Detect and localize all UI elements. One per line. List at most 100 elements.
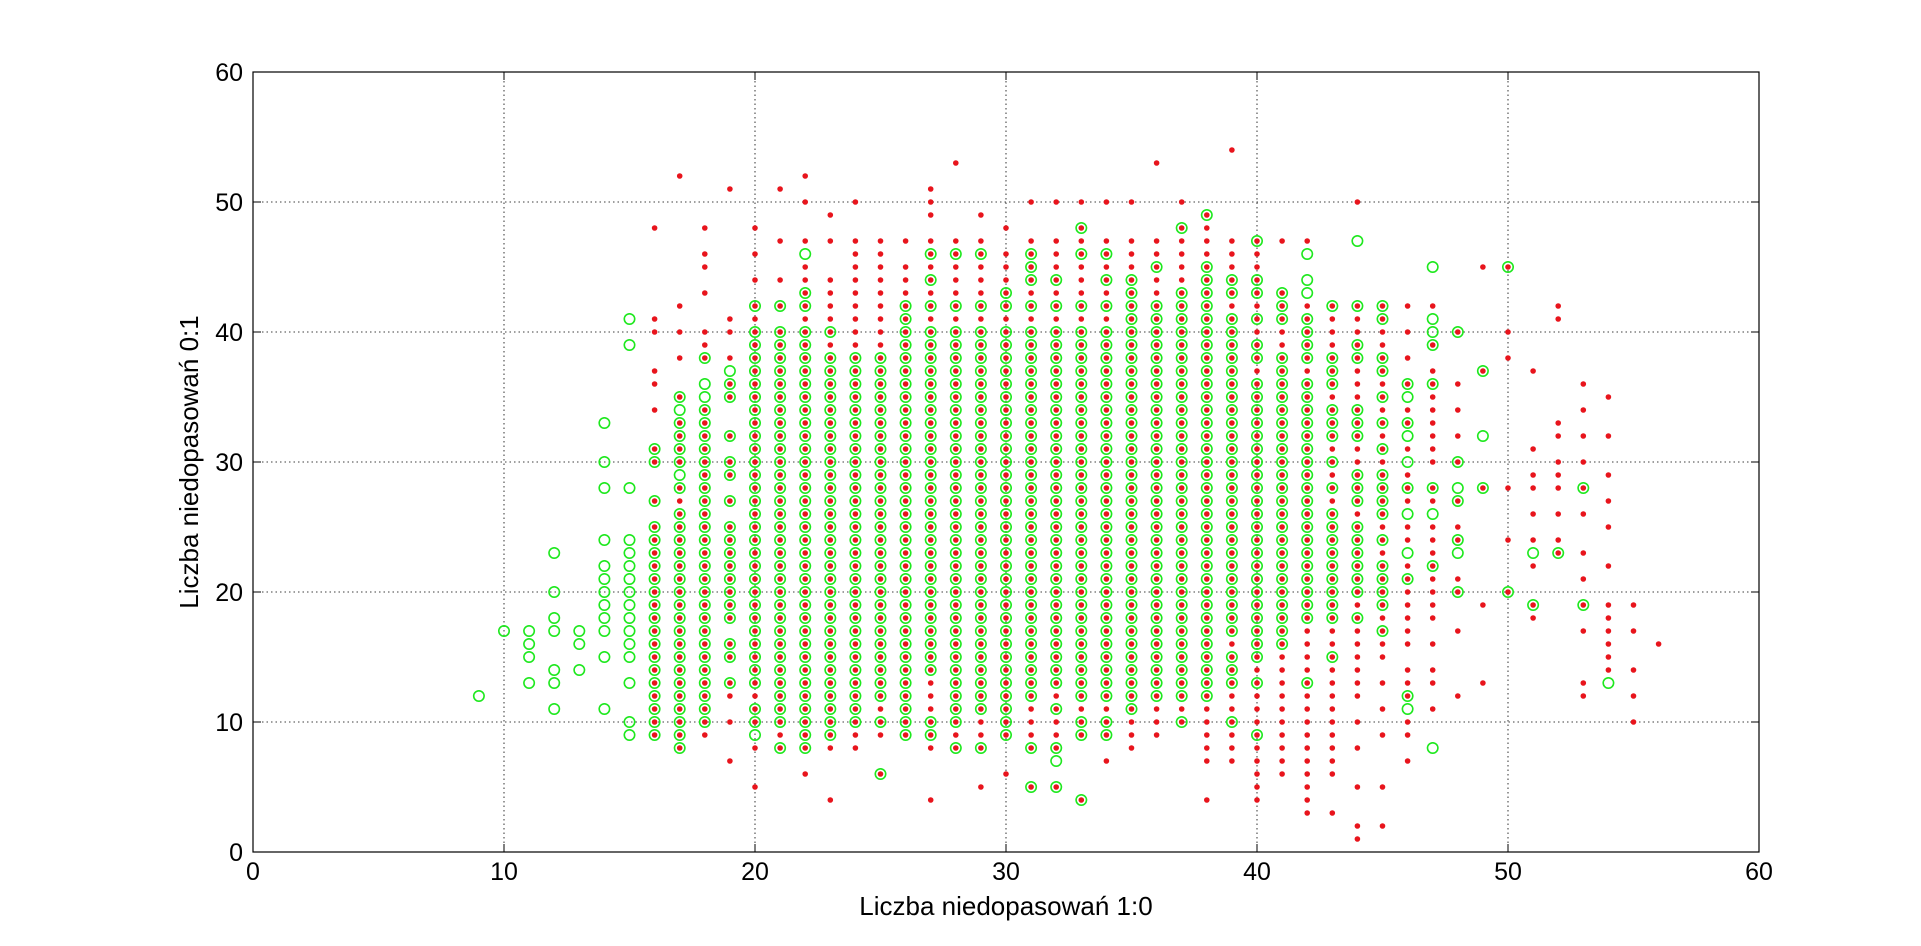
circle-point [1050, 507, 1063, 520]
circle-point [648, 650, 661, 663]
circle-point [1150, 442, 1163, 455]
circle-point [598, 611, 611, 624]
dot-point [953, 394, 959, 400]
dot-point [1178, 407, 1185, 413]
circle-point [1326, 650, 1339, 663]
dot-point [1229, 680, 1235, 686]
circle-point [1225, 533, 1238, 546]
dot-point [852, 420, 859, 426]
dot-point [1379, 407, 1386, 413]
dot-point [1379, 498, 1386, 504]
dot-point [852, 459, 859, 465]
circle-point [924, 403, 937, 416]
circle-point [799, 248, 812, 261]
dot-point [1053, 706, 1059, 712]
circle-point [1175, 351, 1188, 364]
circle-point [824, 494, 837, 507]
dot-point [1354, 628, 1361, 634]
dot-point [1279, 485, 1285, 491]
dot-point [1003, 290, 1009, 296]
dot-point [1379, 550, 1386, 556]
dot-point [1254, 550, 1260, 556]
dot-point [1003, 511, 1009, 517]
dot-point [902, 433, 909, 439]
circle-point [949, 637, 962, 650]
circle-point [1075, 390, 1088, 403]
circle-point [999, 468, 1012, 481]
dot-point [802, 472, 808, 478]
circle-point [1251, 624, 1264, 637]
circle-point [1025, 650, 1038, 663]
dot-point [927, 433, 934, 439]
dot-point [1455, 498, 1461, 504]
dot-point [727, 719, 733, 725]
dot-point [1304, 693, 1310, 699]
dot-point [1229, 407, 1235, 413]
circle-point [899, 533, 912, 546]
dot-point [978, 420, 984, 426]
circle-point [1175, 598, 1188, 611]
dot-point [827, 238, 834, 244]
dot-point [1254, 563, 1260, 569]
dot-point [1003, 485, 1009, 491]
dot-point [1178, 381, 1185, 387]
dot-point [953, 446, 959, 452]
circle-point [623, 598, 636, 611]
dot-point [953, 745, 959, 751]
dot-point [1354, 472, 1361, 478]
dot-point [1279, 381, 1285, 387]
circle-point [1351, 481, 1364, 494]
dot-point [752, 368, 758, 374]
circle-point [949, 741, 962, 754]
dot-point [953, 524, 959, 530]
dot-point [1178, 446, 1185, 452]
circle-point [1326, 546, 1339, 559]
circle-point [924, 572, 937, 585]
dot-point [1304, 381, 1310, 387]
circle-point [1150, 533, 1163, 546]
circle-point [1150, 598, 1163, 611]
dot-point [1028, 745, 1034, 751]
circle-point [698, 559, 711, 572]
dot-point [978, 290, 984, 296]
dot-point [1128, 641, 1135, 647]
dot-point [1455, 433, 1461, 439]
dot-point [827, 667, 834, 673]
dot-point [953, 160, 959, 166]
circle-point [1225, 273, 1238, 286]
dot-point [1003, 706, 1009, 712]
circle-point [974, 364, 987, 377]
dot-point [1204, 576, 1210, 582]
circle-point [1150, 611, 1163, 624]
circle-point [1426, 507, 1439, 520]
dot-point [1429, 706, 1436, 712]
dot-point [1254, 342, 1260, 348]
circle-point [899, 455, 912, 468]
dot-point [1178, 680, 1185, 686]
circle-point [1200, 442, 1213, 455]
circle-point [1125, 364, 1138, 377]
dot-point [902, 641, 909, 647]
dot-point [852, 667, 859, 673]
dot-point [752, 524, 758, 530]
dot-point [1178, 602, 1185, 608]
dot-point [927, 706, 934, 712]
circle-point [1251, 442, 1264, 455]
circle-point [1075, 222, 1088, 235]
dot-point [877, 628, 884, 634]
circle-point [924, 248, 937, 261]
circle-point [623, 546, 636, 559]
circle-point [974, 507, 987, 520]
circle-point [1451, 546, 1464, 559]
circle-point [874, 520, 887, 533]
circle-point [1100, 728, 1113, 741]
dot-point [1028, 199, 1034, 205]
circle-point [974, 611, 987, 624]
dot-point [1304, 784, 1310, 790]
circle-point [673, 676, 686, 689]
circle-point [899, 676, 912, 689]
circle-point [1251, 377, 1264, 390]
circle-point [623, 676, 636, 689]
dot-point [902, 550, 909, 556]
circle-point [698, 416, 711, 429]
